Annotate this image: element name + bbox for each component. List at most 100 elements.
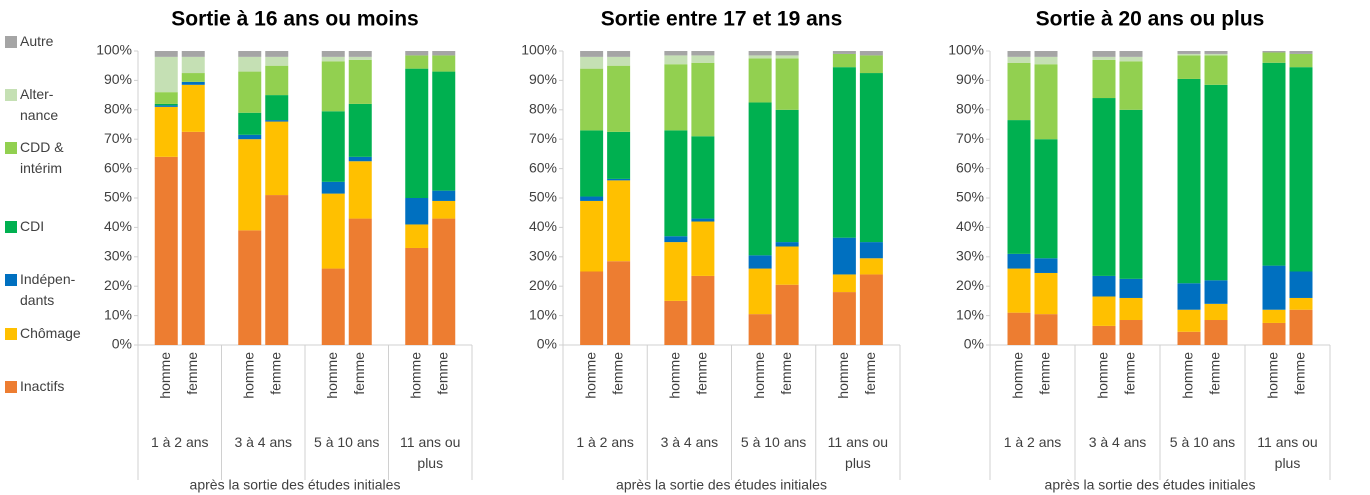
group-label: 5 à 10 ans: [740, 434, 807, 450]
y-tick-label: 70%: [104, 130, 132, 146]
x-tick-label: homme: [835, 352, 851, 399]
bar-segment: [1119, 61, 1143, 110]
bar-segment: [691, 221, 715, 276]
group-label-box: 11 ans ou plus: [1257, 434, 1317, 471]
x-tick-label: homme: [582, 352, 598, 399]
bar-segment: [1034, 258, 1058, 273]
bar-segment: [348, 161, 372, 219]
legend-swatch: [5, 328, 17, 340]
bar-segment: [1034, 314, 1058, 345]
bar-segment: [607, 180, 631, 262]
x-tick-label: femme: [267, 352, 283, 395]
chart-title: Sortie à 16 ans ou moins: [171, 8, 418, 31]
y-tick-label: 20%: [956, 277, 984, 293]
x-tick-label: femme: [184, 352, 200, 395]
bar-segment: [775, 55, 799, 59]
bar-segment: [580, 51, 604, 57]
bar-segment: [432, 71, 456, 191]
y-tick-label: 80%: [104, 101, 132, 117]
bar-segment: [348, 218, 372, 345]
bar-segment: [405, 55, 429, 69]
bar-segment: [691, 275, 715, 345]
bar-segment: [691, 136, 715, 219]
y-tick-label: 80%: [956, 101, 984, 117]
x-axis-title: après la sortie des études initiales: [1045, 477, 1256, 493]
bar-segment: [607, 178, 631, 181]
bar-segment: [1204, 320, 1228, 345]
x-tick-label: homme: [1265, 352, 1281, 399]
bar-segment: [775, 242, 799, 247]
x-tick-label: homme: [240, 352, 256, 399]
y-tick-label: 10%: [956, 306, 984, 322]
legend-swatch: [5, 274, 17, 286]
bar-segment: [664, 300, 688, 345]
y-tick-label: 60%: [956, 159, 984, 175]
x-tick-label: femme: [609, 352, 625, 395]
bar-segment: [664, 130, 688, 237]
legend-swatch: [5, 36, 17, 48]
legend-label: CDI: [20, 218, 45, 234]
bar-segment: [348, 156, 372, 162]
bar-segment: [664, 242, 688, 301]
x-tick-label: homme: [751, 352, 767, 399]
group-label-box: 1 à 2 ans: [1004, 434, 1062, 450]
bar-segment: [348, 59, 372, 104]
bar-segment: [432, 55, 456, 72]
y-tick-label: 100%: [521, 42, 557, 58]
legend-label-box: Chômage: [20, 325, 81, 341]
bar-segment: [775, 58, 799, 110]
y-tick-label: 40%: [956, 218, 984, 234]
y-tick-label: 10%: [104, 306, 132, 322]
bar-segment: [1119, 56, 1143, 62]
bar-segment: [181, 81, 205, 85]
bar-segment: [691, 55, 715, 63]
bar-segment: [348, 51, 372, 57]
y-tick-label: 80%: [529, 101, 557, 117]
bar-segment: [664, 236, 688, 243]
bar-segment: [238, 71, 262, 113]
group-label-box: 3 à 4 ans: [1088, 434, 1147, 450]
bar-segment: [580, 200, 604, 272]
group-label: 3 à 4 ans: [1088, 434, 1147, 450]
y-tick-label: 50%: [529, 189, 557, 205]
bar-segment: [1262, 62, 1286, 266]
legend-label: Alter-nance: [20, 86, 59, 123]
bar-segment: [1262, 51, 1286, 53]
y-tick-label: 40%: [104, 218, 132, 234]
bar-segment: [1092, 51, 1116, 57]
bar-segment: [1289, 271, 1313, 298]
bar-segment: [265, 195, 289, 345]
chart-title: Sortie entre 17 et 19 ans: [601, 8, 843, 31]
bar-segment: [691, 218, 715, 222]
bar-segment: [1034, 64, 1058, 140]
group-label-box: 5 à 10 ans: [314, 434, 379, 450]
bar-segment: [1262, 265, 1286, 310]
bar-segment: [1007, 120, 1031, 254]
x-tick-label: homme: [157, 352, 173, 399]
x-tick-label: homme: [324, 352, 340, 399]
x-tick-label: femme: [351, 352, 367, 395]
y-tick-label: 70%: [529, 130, 557, 146]
bar-segment: [1092, 98, 1116, 276]
bar-segment: [775, 284, 799, 345]
bar-segment: [238, 139, 262, 231]
x-axis-title: après la sortie des études initiales: [616, 477, 827, 493]
bar-segment: [664, 55, 688, 65]
group-label: 11 ans ou plus: [827, 434, 889, 471]
y-tick-label: 90%: [104, 71, 132, 87]
group-label-box: 3 à 4 ans: [661, 434, 719, 450]
bar-segment: [1177, 55, 1201, 79]
group-label: 1 à 2 ans: [576, 434, 634, 450]
bar-segment: [832, 51, 856, 54]
bar-segment: [1119, 109, 1143, 279]
legend-label: Inactifs: [20, 378, 65, 394]
x-axis-title: après la sortie des études initiales: [190, 477, 401, 493]
bar-segment: [321, 193, 345, 269]
bar-segment: [1204, 303, 1228, 321]
bar-segment: [1177, 78, 1201, 284]
bar-segment: [1007, 56, 1031, 63]
bar-segment: [832, 237, 856, 275]
bar-segment: [607, 261, 631, 345]
bar-segment: [405, 68, 429, 198]
